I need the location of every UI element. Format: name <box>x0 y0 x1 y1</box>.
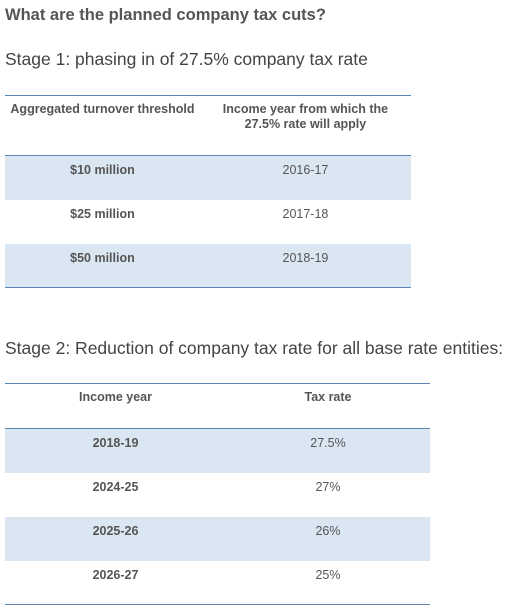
income-year-cell: 2018-19 <box>5 428 226 473</box>
table-row: $50 million 2018-19 <box>5 243 411 288</box>
income-year-cell: 2026-27 <box>5 560 226 605</box>
turnover-threshold-cell: $10 million <box>5 155 200 200</box>
page-title: What are the planned company tax cuts? <box>5 6 326 24</box>
table-row: 2024-25 27% <box>5 473 430 517</box>
table-header-row: Income year Tax rate <box>5 383 430 429</box>
turnover-threshold-cell: $25 million <box>70 206 135 221</box>
income-year-cell: 2018-19 <box>199 243 411 288</box>
column-header-income-year-applies: Income year from which the 27.5% rate wi… <box>199 95 411 156</box>
table-row: 2025-26 26% <box>5 516 430 561</box>
tax-rate-cell: 26% <box>226 516 430 561</box>
income-year-cell: 2017-18 <box>282 206 329 221</box>
turnover-threshold-cell: $50 million <box>5 243 200 288</box>
table-header-row: Aggregated turnover threshold Income yea… <box>5 95 411 156</box>
tax-rate-cell: 27% <box>315 479 341 494</box>
tax-rate-cell: 27.5% <box>226 428 430 473</box>
column-header-turnover-threshold: Aggregated turnover threshold <box>5 95 200 156</box>
stage1-heading: Stage 1: phasing in of 27.5% company tax… <box>5 49 368 69</box>
income-year-cell: 2025-26 <box>5 516 226 561</box>
tax-rate-cell: 25% <box>226 560 430 605</box>
table-row: $25 million 2017-18 <box>5 200 411 244</box>
stage1-table: Aggregated turnover threshold Income yea… <box>5 95 411 288</box>
stage2-heading: Stage 2: Reduction of company tax rate f… <box>5 338 504 358</box>
column-header-income-year: Income year <box>5 383 226 429</box>
column-header-tax-rate: Tax rate <box>226 383 430 429</box>
table-row: 2026-27 25% <box>5 560 430 605</box>
table-row: 2018-19 27.5% <box>5 428 430 473</box>
income-year-cell: 2024-25 <box>92 479 139 494</box>
table-row: $10 million 2016-17 <box>5 155 411 200</box>
stage2-table: Income year Tax rate 2018-19 27.5% 2024-… <box>5 383 430 605</box>
income-year-cell: 2016-17 <box>199 155 411 200</box>
